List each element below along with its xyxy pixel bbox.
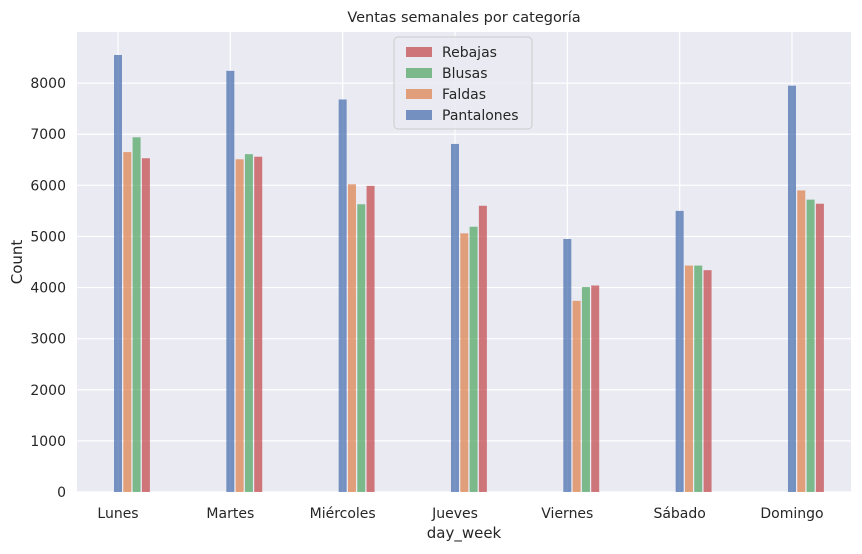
bar-blusas-1 xyxy=(244,154,253,492)
bar-pantalones-1 xyxy=(226,70,235,492)
bar-blusas-0 xyxy=(132,137,141,493)
x-tick-label: Sábado xyxy=(653,506,705,522)
bar-pantalones-4 xyxy=(563,239,572,492)
x-axis-label: day_week xyxy=(427,524,502,543)
legend-label: Pantalones xyxy=(442,108,519,124)
bar-faldas-2 xyxy=(347,184,356,493)
legend-box xyxy=(393,36,533,130)
legend-swatch xyxy=(406,89,432,99)
bars xyxy=(114,55,824,493)
legend: Rebajas Blusas Faldas Pantalones xyxy=(393,36,533,130)
bar-pantalones-2 xyxy=(338,99,347,492)
y-tick-label: 0 xyxy=(57,485,66,501)
y-tick-label: 7000 xyxy=(30,127,66,143)
bar-pantalones-3 xyxy=(450,143,459,492)
bar-faldas-3 xyxy=(460,233,469,492)
y-tick-label: 2000 xyxy=(30,383,66,399)
chart-title: Ventas semanales por categoría xyxy=(347,10,580,26)
legend-swatch xyxy=(406,110,432,120)
x-tick-label: Miércoles xyxy=(310,506,376,522)
y-tick-label: 1000 xyxy=(30,434,66,450)
y-tick-label: 4000 xyxy=(30,281,66,297)
bar-blusas-2 xyxy=(357,204,366,492)
legend-label: Blusas xyxy=(442,66,488,82)
bar-rebajas-3 xyxy=(478,205,487,492)
legend-label: Rebajas xyxy=(442,45,497,61)
y-tick-label: 3000 xyxy=(30,332,66,348)
bar-faldas-6 xyxy=(797,190,806,492)
bar-rebajas-5 xyxy=(703,270,712,492)
x-tick-label: Viernes xyxy=(541,506,593,522)
bar-faldas-5 xyxy=(684,265,693,492)
legend-label: Faldas xyxy=(442,87,486,103)
bar-rebajas-0 xyxy=(141,158,150,492)
bar-pantalones-6 xyxy=(787,85,796,493)
bar-blusas-3 xyxy=(469,226,478,492)
bar-rebajas-1 xyxy=(254,156,263,492)
y-tick-labels: 0 1000 2000 3000 4000 5000 6000 7000 8000 xyxy=(30,76,66,501)
y-tick-label: 8000 xyxy=(30,76,66,92)
bar-faldas-0 xyxy=(123,152,132,492)
x-tick-label: Domingo xyxy=(760,506,823,522)
bar-faldas-4 xyxy=(572,300,581,492)
bar-rebajas-6 xyxy=(815,203,824,492)
x-tick-label: Martes xyxy=(206,506,254,522)
bar-rebajas-2 xyxy=(366,185,375,492)
bar-faldas-1 xyxy=(235,159,244,492)
bar-blusas-4 xyxy=(581,287,590,492)
bar-rebajas-4 xyxy=(591,285,600,492)
legend-swatch xyxy=(406,68,432,78)
bar-blusas-6 xyxy=(806,199,815,492)
y-tick-label: 5000 xyxy=(30,229,66,245)
x-tick-labels: Lunes Martes Miércoles Jueves Viernes Sábado D… xyxy=(97,506,823,522)
bar-pantalones-0 xyxy=(114,55,122,492)
x-tick-label: Jueves xyxy=(431,506,478,522)
bar-pantalones-5 xyxy=(675,210,684,492)
legend-swatch xyxy=(406,47,432,57)
y-axis-label: Count xyxy=(8,240,26,285)
y-tick-label: 6000 xyxy=(30,178,66,194)
bar-blusas-5 xyxy=(694,265,703,492)
x-tick-label: Lunes xyxy=(97,506,138,522)
